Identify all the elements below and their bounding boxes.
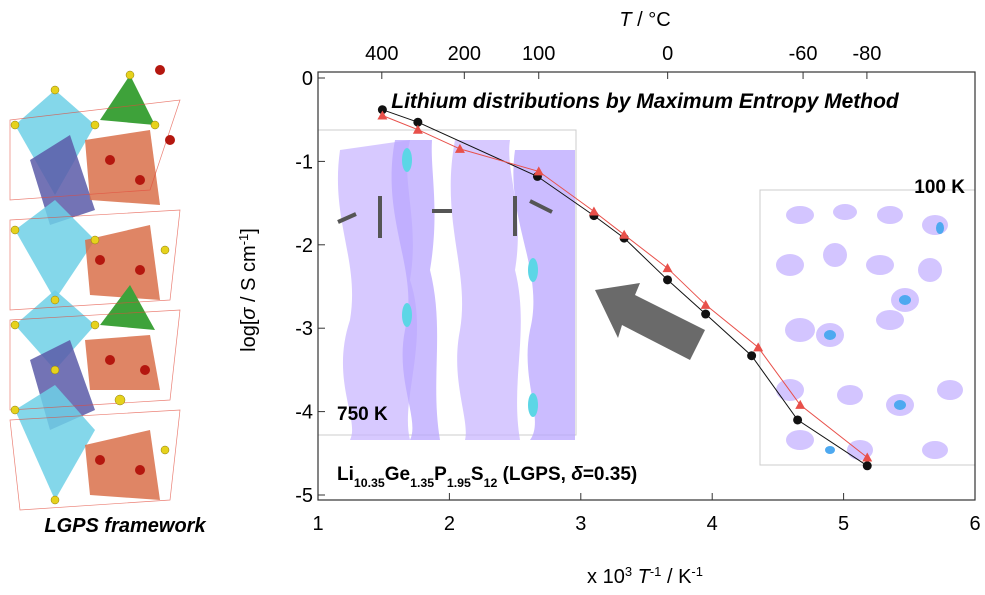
text-part: 1.35	[410, 476, 434, 490]
x2-axis-label: T / °C	[619, 9, 670, 31]
data-point	[753, 342, 763, 351]
x-tick-label: 5	[838, 513, 849, 535]
x-tick-label: 1	[312, 513, 323, 535]
data-point	[747, 351, 756, 360]
polyhedron	[100, 75, 155, 125]
density-low	[760, 190, 975, 465]
framework	[10, 65, 180, 510]
y-tick-label: 0	[302, 68, 313, 90]
x2-tick-label: 0	[662, 43, 673, 65]
data-point	[663, 275, 672, 284]
x-tick-label: 4	[707, 513, 718, 535]
data-point	[793, 415, 802, 424]
text-part: / S cm	[238, 245, 260, 307]
arrow	[595, 283, 705, 360]
text-part: δ	[571, 464, 583, 485]
y-tick-label: -3	[295, 318, 313, 340]
blob	[451, 140, 521, 440]
data-point	[589, 206, 599, 215]
text-part: =0.35)	[583, 464, 637, 485]
x2-tick-label: -60	[789, 43, 818, 65]
y-tick-label: -2	[295, 235, 313, 257]
y-tick-label: -5	[295, 485, 313, 507]
text-part: σ	[238, 307, 260, 320]
x2-tick-label: 200	[448, 43, 481, 65]
text-part: ]	[238, 228, 260, 234]
density-peak	[528, 393, 538, 417]
data-point	[663, 263, 673, 272]
text-part: -1	[650, 564, 662, 579]
text-part: Ge	[385, 464, 410, 485]
x2-tick-label: 100	[522, 43, 555, 65]
text-part: / K	[661, 566, 692, 588]
data-point	[795, 400, 805, 409]
x-axis-label: x 103 T-1 / K-1	[587, 564, 703, 589]
framework-label: LGPS framework	[44, 515, 206, 537]
density-peak	[402, 148, 412, 172]
annotation-low: 100 K	[914, 177, 965, 198]
text-part: 10.35	[354, 476, 385, 490]
text-part: / °C	[632, 9, 671, 31]
x-tick-label: 3	[575, 513, 586, 535]
polyhedron	[15, 200, 95, 300]
blob	[513, 150, 575, 440]
y-tick-label: -4	[295, 402, 313, 424]
x2-tick-label: -80	[852, 43, 881, 65]
data-point	[863, 461, 872, 470]
text-part: S	[471, 464, 484, 485]
annotation-formula: Li10.35Ge1.35P1.95S12 (LGPS, δ=0.35)	[337, 464, 637, 490]
text-part: x 10	[587, 566, 625, 588]
figure: LGPS framework 123456-5-4-3-2-1040020010…	[0, 0, 985, 590]
text-part: 3	[625, 564, 632, 579]
density-peak	[402, 303, 412, 327]
data-point	[701, 310, 710, 319]
text-part: -1	[236, 234, 251, 246]
y-axis-label: log[σ / S cm-1]	[236, 228, 261, 352]
x2-tick-label: 400	[365, 43, 398, 65]
text-part: Li	[337, 464, 354, 485]
text-part: log[	[238, 319, 260, 352]
polyhedron	[85, 335, 160, 390]
x-tick-label: 6	[969, 513, 980, 535]
annotation-high: 750 K	[337, 404, 388, 425]
data-point	[619, 230, 629, 239]
polyhedron	[85, 430, 160, 500]
density-peak	[528, 258, 538, 282]
text-part: 1.95	[447, 476, 471, 490]
y-tick-label: -1	[295, 151, 313, 173]
text-part: P	[434, 464, 447, 485]
text-part: -1	[691, 564, 703, 579]
text-part: (LGPS,	[497, 464, 571, 485]
x-tick-label: 2	[444, 513, 455, 535]
annotation-title: Lithium distributions by Maximum Entropy…	[391, 90, 900, 113]
text-part: 12	[484, 476, 498, 490]
data-point	[413, 125, 423, 134]
